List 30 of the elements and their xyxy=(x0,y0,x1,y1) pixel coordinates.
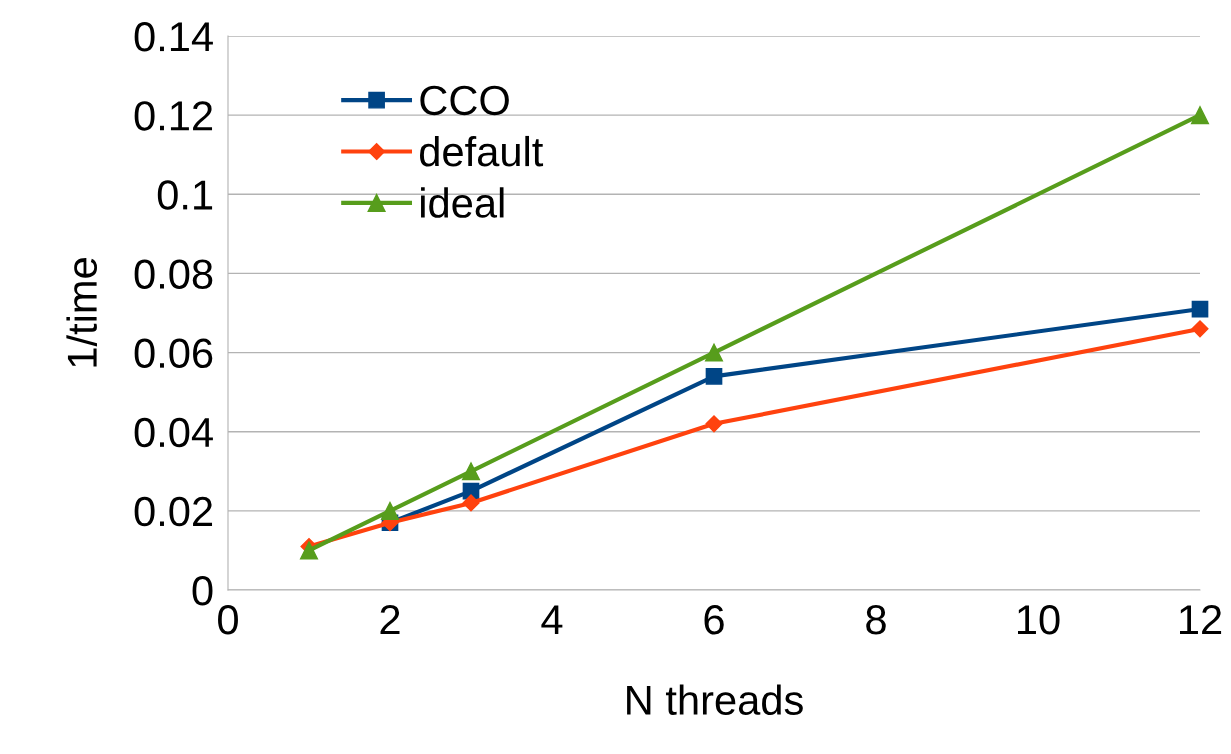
legend-label: CCO xyxy=(420,85,509,116)
point xyxy=(1190,106,1210,125)
point xyxy=(1191,320,1209,338)
point xyxy=(705,415,723,433)
point xyxy=(462,494,480,512)
point xyxy=(299,541,319,560)
y-tick-label: 0.02 xyxy=(134,496,213,527)
y-tick-label: 0.04 xyxy=(134,417,213,448)
legend-label: ideal xyxy=(421,187,504,218)
point xyxy=(380,501,400,520)
point xyxy=(705,367,723,385)
x-tick-label: 0 xyxy=(218,604,238,635)
x-tick-label: 12 xyxy=(1180,604,1222,635)
point xyxy=(461,462,481,481)
y-tick-label: 0.08 xyxy=(134,259,213,289)
y-tick-label: 0.1 xyxy=(157,180,213,210)
x-tick-label: 4 xyxy=(541,605,563,635)
point xyxy=(704,343,724,362)
x-tick-label: 8 xyxy=(866,604,886,635)
x-axis-title: N threads xyxy=(627,684,803,715)
x-tick-label: 10 xyxy=(1018,604,1060,635)
y-tick-label: 0.06 xyxy=(134,338,213,369)
legend-label: default xyxy=(420,135,544,167)
y-tick-label: 0.12 xyxy=(134,101,213,131)
x-tick-label: 2 xyxy=(380,604,400,635)
y-tick-label: 0 xyxy=(192,576,213,606)
point xyxy=(1191,300,1209,318)
y-axis-title: 1/time xyxy=(66,258,98,367)
x-tick-label: 6 xyxy=(704,604,724,635)
y-tick-label: 0.14 xyxy=(134,22,213,52)
